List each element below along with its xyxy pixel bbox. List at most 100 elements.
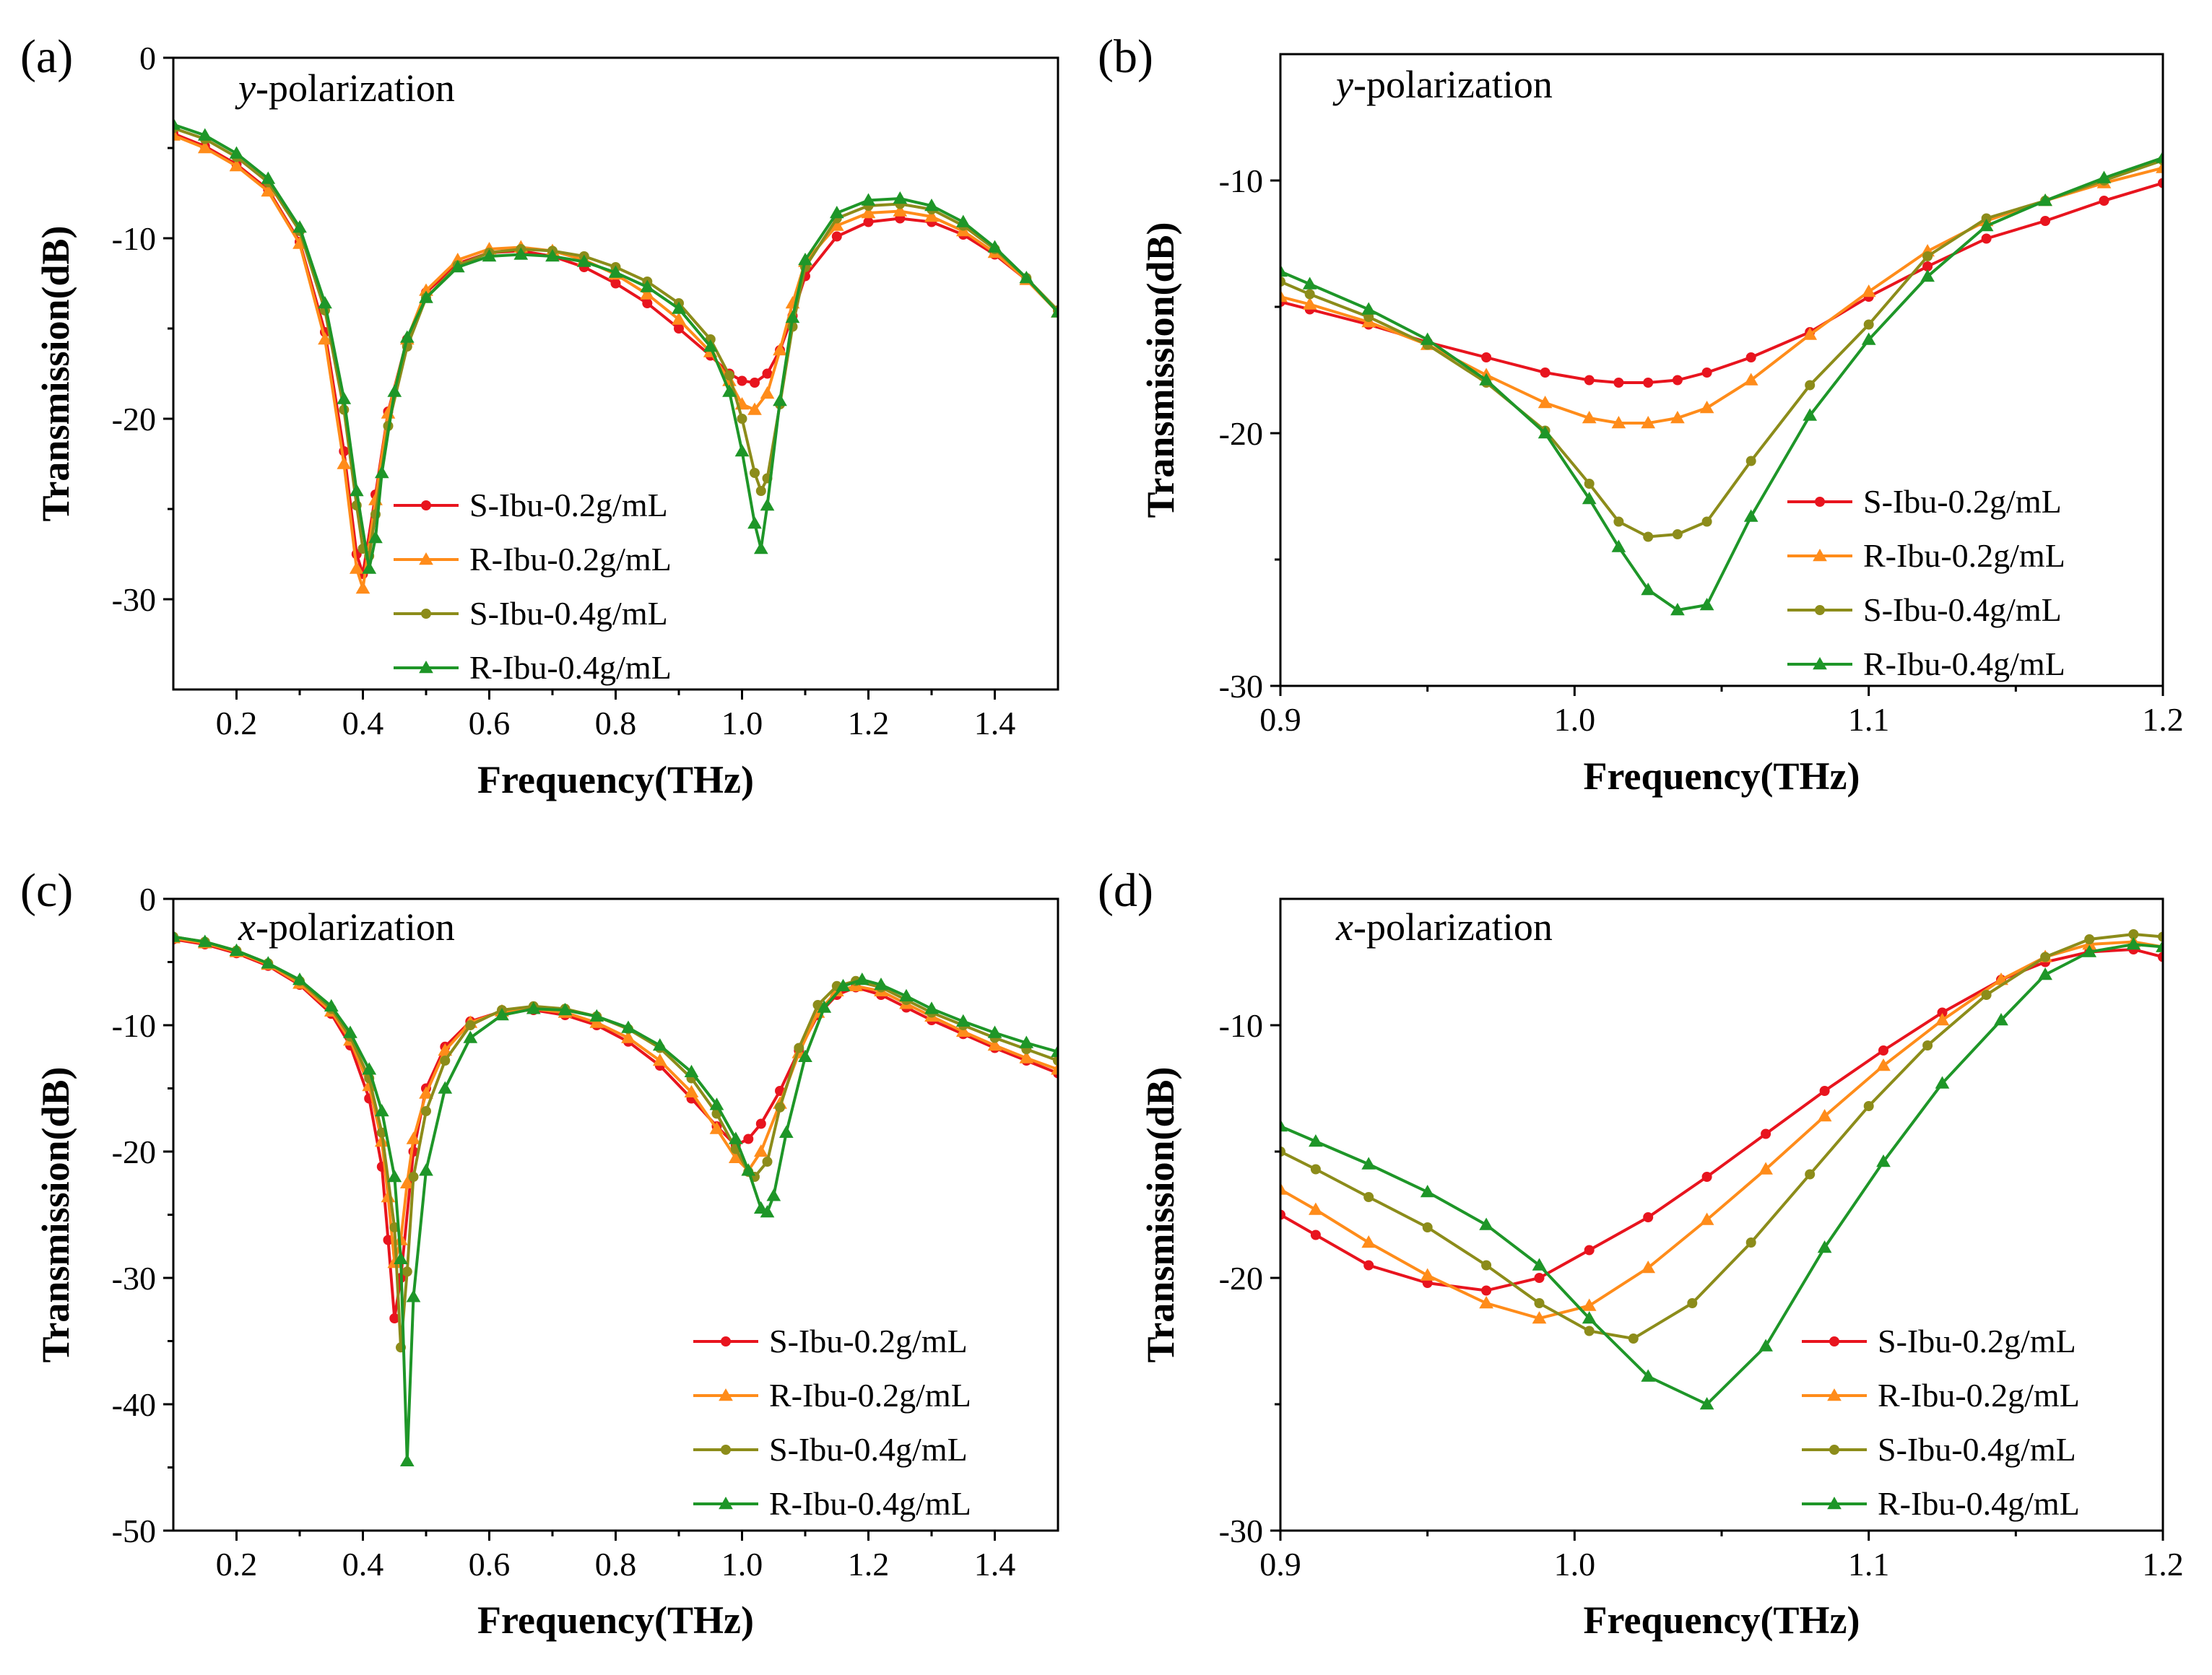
data-point	[1582, 410, 1597, 424]
legend-marker	[1827, 1388, 1842, 1401]
data-point	[955, 1014, 971, 1027]
data-point	[760, 386, 775, 399]
data-point	[760, 1204, 775, 1218]
legend-label: R-Ibu-0.2g/mL	[769, 1377, 971, 1414]
data-point	[893, 191, 908, 204]
data-point	[1540, 367, 1550, 378]
plot-area	[1280, 150, 2163, 616]
data-point	[1361, 302, 1376, 315]
data-point	[1819, 1086, 1830, 1096]
data-point	[1584, 1245, 1595, 1256]
data-point	[1280, 1118, 1288, 1132]
data-point	[2038, 193, 2052, 206]
data-point	[558, 1002, 573, 1016]
data-point	[1532, 1310, 1547, 1324]
data-point	[1280, 264, 1288, 277]
data-point	[438, 1043, 453, 1056]
data-point	[589, 1009, 604, 1022]
x-tick-label: 0.8	[595, 705, 637, 741]
data-point	[440, 1056, 451, 1066]
legend-item: S-Ibu-0.2g/mL	[693, 1323, 968, 1359]
data-point	[1361, 1235, 1376, 1248]
data-point	[1743, 509, 1758, 522]
data-point	[2156, 150, 2163, 163]
data-point	[1280, 1209, 1285, 1220]
legend-item: R-Ibu-0.4g/mL	[394, 649, 672, 686]
panel-label: (b)	[1098, 30, 1153, 83]
data-point	[1805, 1169, 1816, 1180]
data-point	[399, 1175, 415, 1188]
legend-marker	[419, 660, 433, 674]
series-line	[1280, 940, 2163, 1321]
data-point	[1310, 1164, 1321, 1175]
data-point	[1537, 395, 1553, 409]
polarization-suffix: -polarization	[1353, 905, 1553, 949]
series-2	[1280, 934, 2163, 1324]
data-point	[753, 1144, 768, 1157]
data-point	[1361, 1157, 1376, 1170]
data-point	[760, 497, 775, 511]
data-point	[750, 378, 760, 388]
x-axis-title: Frequency(THz)	[1584, 754, 1860, 798]
x-tick-label: 0.6	[469, 705, 511, 741]
data-point	[229, 146, 244, 159]
polarization-suffix: -polarization	[256, 66, 455, 110]
series-4	[1280, 936, 2163, 1410]
series-4	[173, 117, 1058, 574]
data-point	[773, 393, 787, 406]
data-point	[610, 278, 621, 289]
legend: S-Ibu-0.2g/mL R-Ibu-0.2g/mL S-Ibu-0.4g/mL R…	[693, 1323, 971, 1522]
polarization-variable: x	[238, 905, 256, 949]
data-point	[394, 1251, 408, 1264]
legend-item: S-Ibu-0.2g/mL	[1802, 1323, 2076, 1359]
data-point	[1699, 400, 1714, 414]
series-line	[1280, 947, 2163, 1292]
legend-item: R-Ibu-0.4g/mL	[1802, 1485, 2080, 1522]
polarization-variable: y	[235, 66, 256, 110]
x-tick-label: 1.2	[848, 1546, 890, 1583]
data-point	[755, 1118, 766, 1129]
data-point	[1758, 1339, 1773, 1352]
data-point	[1641, 1260, 1656, 1274]
data-point	[1981, 990, 1992, 1000]
y-axis-title: Transmission(dB)	[34, 1066, 77, 1362]
legend-label: R-Ibu-0.4g/mL	[769, 1485, 971, 1522]
data-point	[621, 1030, 636, 1043]
data-point	[1051, 1044, 1058, 1057]
y-tick-label: -10	[1219, 162, 1263, 199]
data-point	[1051, 305, 1058, 318]
y-axis-title: Transmission(dB)	[1139, 1066, 1182, 1362]
data-point	[762, 1157, 773, 1167]
data-point	[1481, 1260, 1492, 1271]
legend: S-Ibu-0.2g/mL R-Ibu-0.2g/mL S-Ibu-0.4g/mL R…	[1787, 483, 2065, 682]
data-point	[1935, 1012, 1950, 1026]
data-point	[2158, 931, 2163, 942]
data-point	[2156, 939, 2163, 952]
data-point	[2158, 952, 2163, 962]
data-point	[755, 486, 766, 496]
legend-label: S-Ibu-0.4g/mL	[1878, 1431, 2076, 1468]
x-tick-label: 1.2	[2142, 701, 2184, 738]
data-point	[1861, 332, 1876, 345]
x-axis-title: Frequency(THz)	[1584, 1598, 1860, 1642]
legend-label: R-Ibu-0.4g/mL	[1863, 645, 2065, 682]
data-point	[318, 295, 332, 309]
y-tick-label: -10	[112, 1007, 156, 1044]
data-point	[2096, 170, 2112, 183]
data-point	[229, 158, 244, 172]
x-tick-label: 0.4	[342, 705, 384, 741]
x-axis-title: Frequency(THz)	[477, 758, 754, 801]
data-point	[1481, 1285, 1492, 1296]
data-point	[753, 541, 768, 554]
data-point	[419, 290, 433, 303]
data-point	[863, 217, 874, 227]
data-point	[349, 561, 364, 574]
series-2	[173, 128, 1058, 594]
data-point	[1743, 373, 1758, 386]
data-point	[1613, 516, 1624, 527]
data-point	[1641, 415, 1656, 429]
x-tick-label: 1.0	[1554, 701, 1596, 738]
data-point	[1302, 277, 1317, 290]
polarization-label: x-polarization	[238, 905, 455, 949]
legend-item: R-Ibu-0.2g/mL	[693, 1377, 971, 1414]
